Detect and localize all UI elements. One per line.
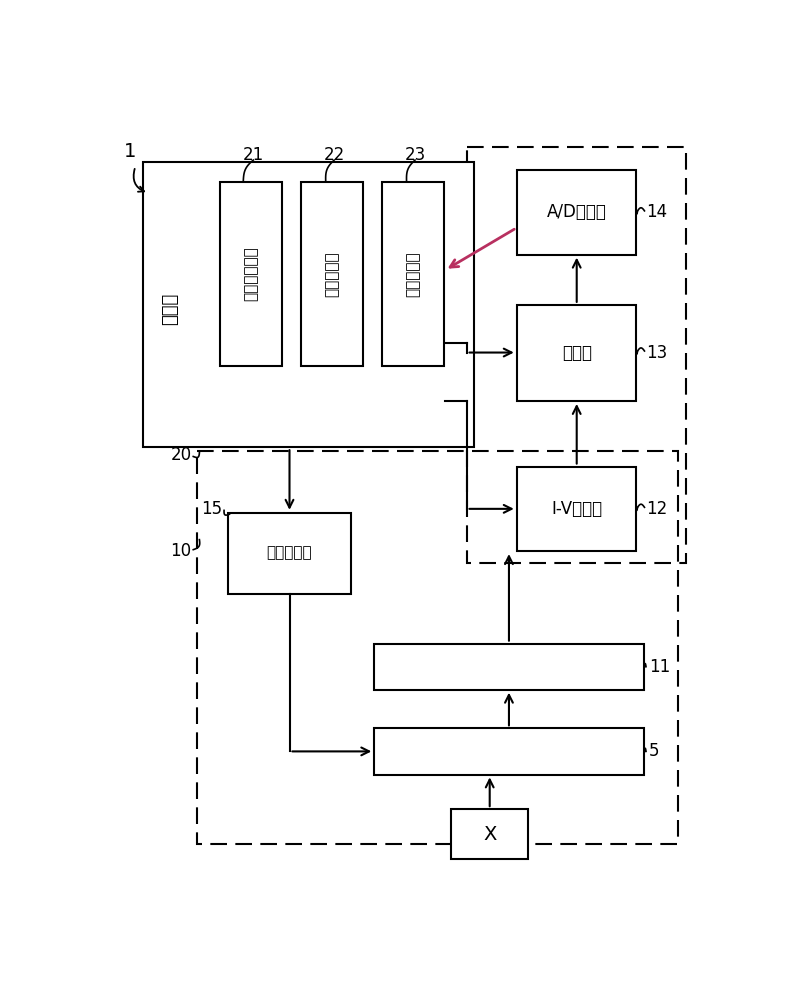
Text: 5: 5 <box>649 742 660 760</box>
Text: X: X <box>483 825 497 844</box>
Bar <box>374 728 644 775</box>
Bar <box>143 162 475 447</box>
Text: 控制部: 控制部 <box>161 293 179 325</box>
Text: 分光测定部: 分光测定部 <box>405 251 420 297</box>
Bar <box>197 451 679 844</box>
Bar <box>517 466 636 551</box>
Bar <box>517 305 636 401</box>
Text: 放大器: 放大器 <box>562 344 592 362</box>
Text: 22: 22 <box>324 146 345 164</box>
Bar <box>220 182 282 366</box>
Bar <box>228 513 351 594</box>
Bar <box>517 170 636 255</box>
Text: I-V转换器: I-V转换器 <box>551 500 602 518</box>
Text: 滤波器驱动部: 滤波器驱动部 <box>244 247 259 301</box>
Text: 21: 21 <box>243 146 264 164</box>
Bar <box>382 182 444 366</box>
Text: 电压控制部: 电压控制部 <box>267 545 312 560</box>
Text: 20: 20 <box>171 446 191 464</box>
Text: 1: 1 <box>124 142 136 161</box>
Text: 光量取得部: 光量取得部 <box>324 251 339 297</box>
Text: 23: 23 <box>404 146 426 164</box>
Text: A/D转换器: A/D转换器 <box>547 203 607 221</box>
Bar <box>451 809 528 859</box>
Text: 12: 12 <box>646 500 668 518</box>
Text: 10: 10 <box>171 542 191 560</box>
Text: 11: 11 <box>649 658 670 676</box>
Text: 13: 13 <box>646 344 668 362</box>
Bar <box>467 147 686 563</box>
Text: 14: 14 <box>646 203 667 221</box>
Bar <box>301 182 362 366</box>
Bar <box>374 644 644 690</box>
Text: 15: 15 <box>202 500 222 518</box>
